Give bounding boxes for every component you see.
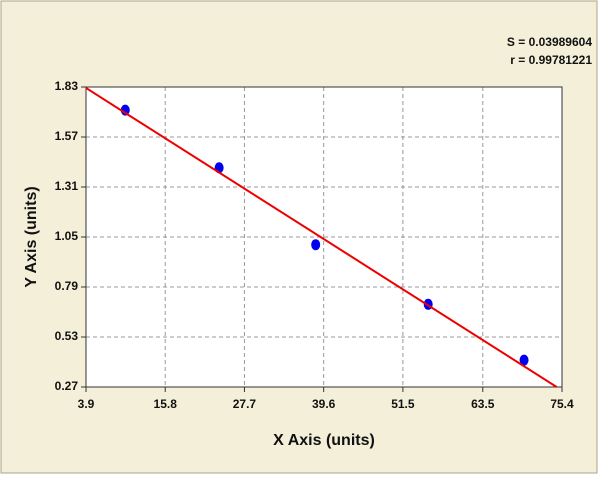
x-tick-label: 63.5: [471, 397, 495, 411]
y-tick-label: 0.53: [55, 329, 79, 343]
x-axis-title: X Axis (units): [273, 432, 375, 449]
data-point: [120, 104, 130, 116]
x-tick-label: 75.4: [550, 397, 574, 411]
y-tick-label: 1.31: [55, 179, 79, 193]
data-point: [311, 239, 321, 251]
x-tick-label: 3.9: [78, 397, 95, 411]
y-tick-label: 1.57: [55, 129, 79, 143]
x-tick-label: 51.5: [391, 397, 415, 411]
y-tick-label: 1.83: [55, 79, 79, 93]
plot-frame: [85, 86, 563, 388]
data-point: [519, 354, 529, 366]
x-tick-label: 27.7: [233, 397, 257, 411]
y-axis-title: Y Axis (units): [23, 186, 40, 287]
y-tick-label: 1.05: [55, 229, 79, 243]
fit-line: [85, 87, 558, 388]
annotation: r = 0.99781221: [510, 53, 592, 67]
y-tick-label: 0.27: [55, 379, 79, 393]
y-tick-label: 0.79: [55, 279, 79, 293]
x-tick-label: 15.8: [154, 397, 178, 411]
annotation: S = 0.03989604: [507, 35, 592, 49]
x-tick-label: 39.6: [312, 397, 336, 411]
